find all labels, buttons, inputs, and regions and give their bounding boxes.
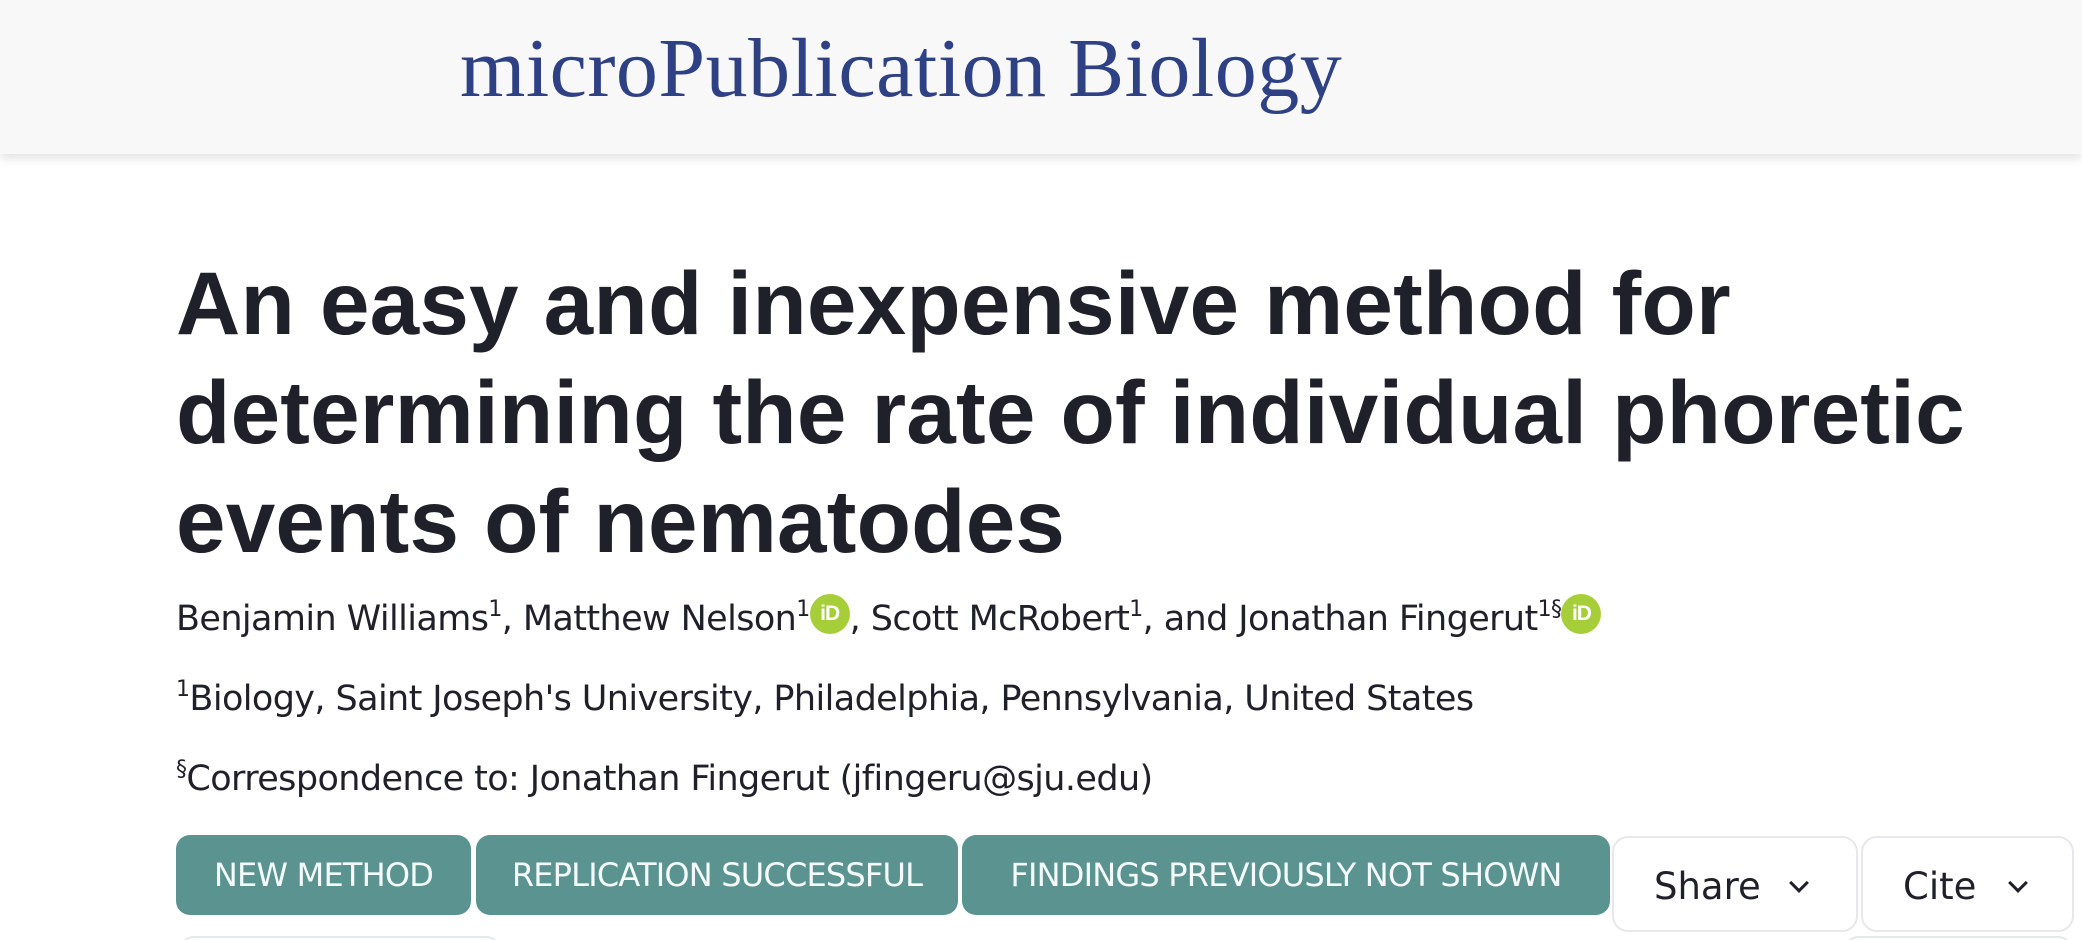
secondary-action-button[interactable] <box>1843 936 2074 940</box>
affiliation-text: Biology, Saint Joseph's University, Phil… <box>189 679 1474 719</box>
site-header: microPublication Biology <box>0 0 2082 154</box>
author-name[interactable]: Benjamin Williams <box>176 599 489 639</box>
author-name[interactable]: Scott McRobert <box>870 599 1130 639</box>
site-logo[interactable]: microPublication Biology <box>460 22 1343 115</box>
share-label: Share <box>1654 865 1761 908</box>
author-separator: , and <box>1142 599 1239 639</box>
affiliation-mark: 1§ <box>1537 597 1562 622</box>
affiliation: 1Biology, Saint Joseph's University, Phi… <box>176 674 1474 724</box>
author-separator: , <box>501 599 523 639</box>
author-name[interactable]: Jonathan Fingerut <box>1238 599 1538 639</box>
correspondence: §Correspondence to: Jonathan Fingerut (j… <box>176 754 1153 804</box>
tag-findings-previously-not-shown[interactable]: FINDINGS PREVIOUSLY NOT SHOWN <box>962 835 1610 915</box>
chevron-down-icon <box>2008 873 2028 893</box>
chevron-down-icon <box>1789 873 1809 893</box>
affiliation-mark: 1 <box>796 597 810 622</box>
orcid-icon[interactable]: iD <box>809 594 850 634</box>
author-name[interactable]: Matthew Nelson <box>522 599 797 639</box>
orcid-icon[interactable]: iD <box>1561 594 1602 634</box>
correspondence-mark: § <box>176 757 187 782</box>
share-dropdown-button[interactable]: Share <box>1612 836 1858 932</box>
article-title: An easy and inexpensive method for deter… <box>176 253 1965 571</box>
cite-dropdown-button[interactable]: Cite <box>1861 836 2074 932</box>
correspondence-text[interactable]: Correspondence to: Jonathan Fingerut (jf… <box>186 759 1153 799</box>
cite-label: Cite <box>1903 865 1977 908</box>
affiliation-mark: 1 <box>1129 597 1143 622</box>
author-list: Benjamin Williams1, Matthew Nelson1 iD, S… <box>176 594 1602 644</box>
secondary-action-button[interactable] <box>178 936 502 940</box>
affiliation-mark: 1 <box>176 677 190 702</box>
tag-replication-successful[interactable]: REPLICATION SUCCESSFUL <box>476 835 958 915</box>
affiliation-mark: 1 <box>488 597 502 622</box>
author-separator: , <box>849 599 871 639</box>
tag-new-method[interactable]: NEW METHOD <box>176 835 471 915</box>
